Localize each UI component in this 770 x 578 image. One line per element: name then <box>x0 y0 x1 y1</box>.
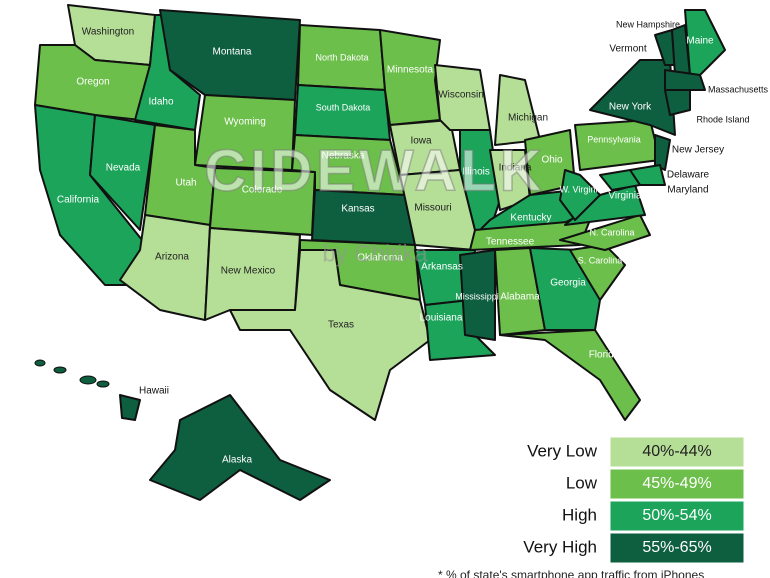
legend-range: 40%-44% <box>642 443 711 460</box>
legend-label: Low <box>566 473 598 492</box>
state-labels: Washington Oregon California Nevada Idaho Mon… <box>57 19 769 465</box>
legend-swatch <box>609 500 745 532</box>
legend-range: 45%-49% <box>642 475 711 492</box>
state-label: Oklahoma <box>357 253 403 264</box>
state-label: Minnesota <box>387 65 434 76</box>
state-label: Louisiana <box>420 313 463 324</box>
state <box>119 394 141 421</box>
state-label: Arizona <box>155 252 189 263</box>
state-label: Rhode Island <box>696 114 749 124</box>
state-label: Alabama <box>500 292 540 303</box>
state <box>89 114 156 231</box>
legend-range: 50%-54% <box>642 507 711 524</box>
island <box>79 375 97 385</box>
state-label: Tennessee <box>486 237 535 248</box>
state <box>574 119 661 171</box>
state-label: Texas <box>328 320 354 331</box>
legend-range: 55%-65% <box>642 539 711 556</box>
state-label: Wisconsin <box>438 90 484 101</box>
legend-label: Very High <box>523 537 597 556</box>
state-label: Maine <box>686 36 714 47</box>
state-label: Virginia <box>608 191 642 202</box>
state <box>559 214 651 251</box>
state-label: Utah <box>175 178 196 189</box>
state <box>654 134 671 171</box>
state-label: Iowa <box>410 136 432 147</box>
states <box>34 4 726 501</box>
state <box>664 69 706 91</box>
state-label: Montana <box>213 47 252 58</box>
state-label: Mississippi <box>455 291 499 301</box>
state-label: Idaho <box>148 97 173 108</box>
state <box>494 74 541 146</box>
state-label: Alaska <box>222 455 252 466</box>
state-label: New York <box>609 102 652 113</box>
state-label: N. Carolina <box>589 227 634 237</box>
state-label: Pennsylvania <box>587 134 641 144</box>
state-label: Vermont <box>609 44 646 55</box>
state <box>599 169 641 191</box>
state-label: California <box>57 195 100 206</box>
state-label: Florida <box>589 350 620 361</box>
state <box>459 249 496 341</box>
state-label: S. Carolina <box>578 255 623 265</box>
state-label: New Jersey <box>672 145 724 156</box>
state-label: Colorado <box>242 185 283 196</box>
state <box>664 89 691 116</box>
state <box>684 9 726 81</box>
state-label: Arkansas <box>421 262 463 273</box>
legend-swatch <box>609 532 745 564</box>
state-label: Georgia <box>550 278 586 289</box>
state-label: Massachusetts <box>708 84 769 94</box>
footnote: * % of state's smartphone app traffic fr… <box>438 568 704 578</box>
state-label: Oregon <box>76 77 109 88</box>
state-label: Hawaii <box>139 386 169 397</box>
state-label: North Dakota <box>315 52 368 62</box>
state-label: New Hampshire <box>616 19 680 29</box>
watermark-subtitle: by Chitika <box>322 240 428 267</box>
state-label: Michigan <box>508 113 548 124</box>
legend-swatch <box>609 436 745 468</box>
state <box>559 169 601 221</box>
state-label: Wyoming <box>224 117 266 128</box>
legend-label: High <box>562 505 597 524</box>
island <box>53 366 67 374</box>
state-label: South Dakota <box>316 102 371 112</box>
state-label: Missouri <box>414 203 451 214</box>
state-label: New Mexico <box>221 266 276 277</box>
legend-label: Very Low <box>527 441 598 460</box>
state-label: Nevada <box>106 163 141 174</box>
state-label: Kentucky <box>510 213 551 224</box>
legend-swatch <box>609 468 745 500</box>
state-label: Ohio <box>541 155 563 166</box>
state <box>229 249 431 421</box>
state-label: Washington <box>82 27 134 38</box>
state-label: Illinois <box>462 167 490 178</box>
state <box>149 394 331 501</box>
state-label: Indiana <box>499 163 532 174</box>
island <box>96 380 110 388</box>
state-label: Kansas <box>341 204 374 215</box>
island <box>34 359 46 367</box>
state-label: Nebraska <box>322 151 365 162</box>
state <box>499 329 641 421</box>
state-label: Maryland <box>667 185 708 196</box>
state-label: W. Virginia <box>560 184 603 194</box>
state <box>294 84 391 141</box>
state <box>379 29 441 126</box>
watermark-title: CIDEWALK <box>204 138 545 203</box>
state-label: Delaware <box>667 170 710 181</box>
